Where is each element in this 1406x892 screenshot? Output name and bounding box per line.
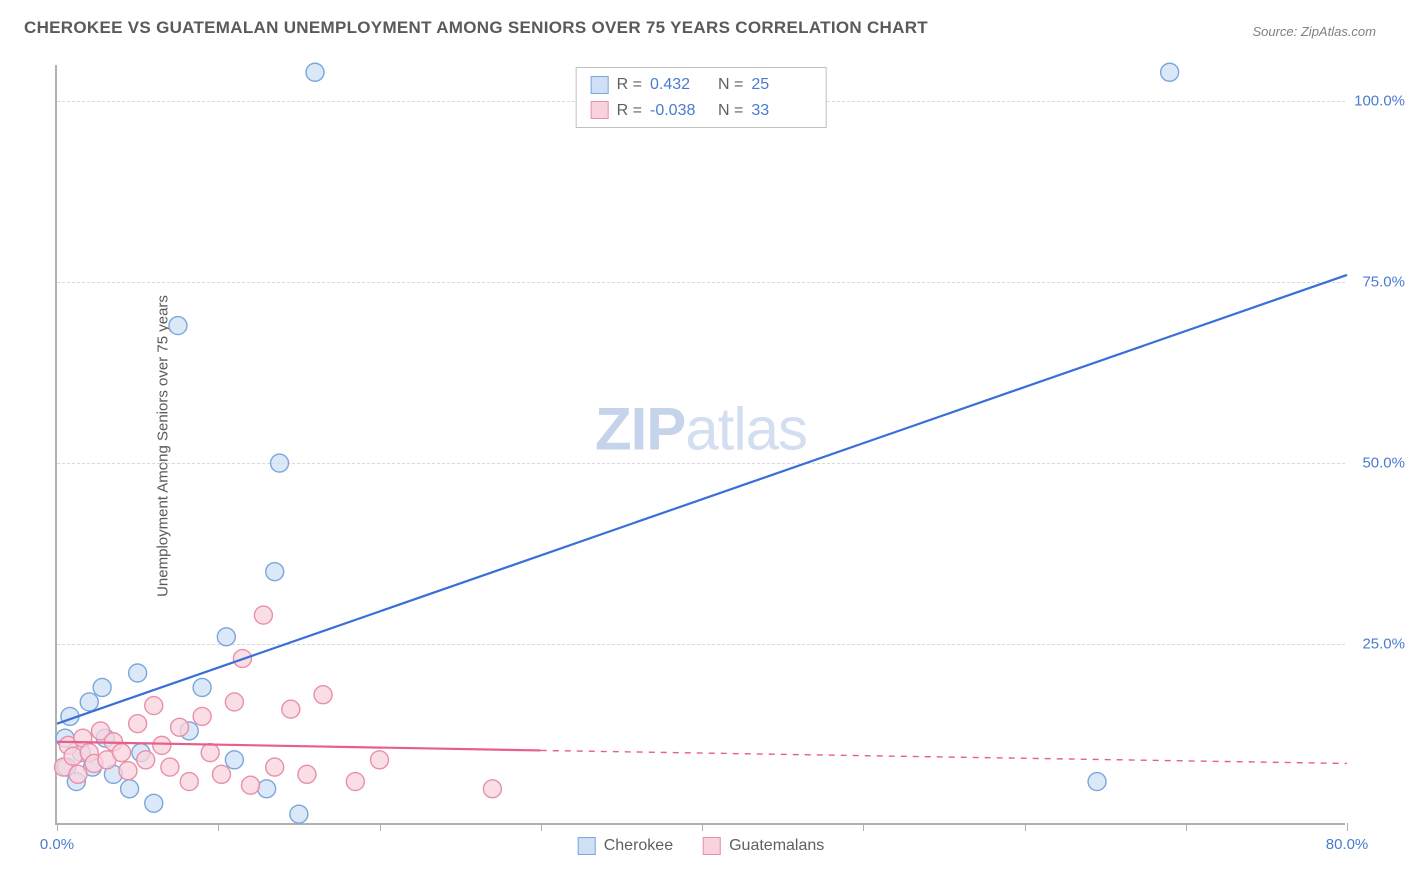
ytick-label: 75.0% <box>1362 274 1405 291</box>
stats-legend-box: R = 0.432 N = 25 R = -0.038 N = 33 <box>576 67 827 128</box>
scatter-point <box>483 780 501 798</box>
scatter-point <box>242 776 260 794</box>
r-label: R = <box>617 98 642 124</box>
scatter-point <box>113 744 131 762</box>
scatter-point <box>121 780 139 798</box>
source-credit: Source: ZipAtlas.com <box>1252 24 1376 39</box>
scatter-point <box>282 700 300 718</box>
xtick <box>1025 823 1026 831</box>
scatter-point <box>145 697 163 715</box>
r-value-guatemalans: -0.038 <box>650 98 710 124</box>
ytick-label: 50.0% <box>1362 455 1405 472</box>
n-value-guatemalans: 33 <box>751 98 811 124</box>
swatch-cherokee <box>578 837 596 855</box>
scatter-point <box>290 805 308 823</box>
scatter-point <box>225 751 243 769</box>
scatter-point <box>119 762 137 780</box>
plot-area: ZIPatlas 25.0%50.0%75.0%100.0% 0.0%80.0%… <box>55 65 1345 825</box>
scatter-point <box>314 686 332 704</box>
source-link[interactable]: ZipAtlas.com <box>1301 24 1376 39</box>
ytick-label: 25.0% <box>1362 636 1405 653</box>
scatter-point <box>137 751 155 769</box>
scatter-point <box>266 758 284 776</box>
legend-label-guatemalans: Guatemalans <box>729 837 824 855</box>
xtick <box>57 823 58 831</box>
scatter-point <box>212 765 230 783</box>
xtick <box>1347 823 1348 831</box>
ytick-label: 100.0% <box>1354 93 1405 110</box>
swatch-guatemalans <box>703 837 721 855</box>
chart-svg <box>57 65 1345 823</box>
scatter-point <box>254 606 272 624</box>
scatter-point <box>1088 773 1106 791</box>
legend-item-cherokee: Cherokee <box>578 837 673 855</box>
stats-row-guatemalans: R = -0.038 N = 33 <box>591 98 812 124</box>
xtick <box>702 823 703 831</box>
scatter-point <box>161 758 179 776</box>
scatter-point <box>93 678 111 696</box>
xtick <box>1186 823 1187 831</box>
scatter-point <box>64 747 82 765</box>
scatter-point <box>69 765 87 783</box>
scatter-point <box>80 693 98 711</box>
legend-item-guatemalans: Guatemalans <box>703 837 824 855</box>
scatter-point <box>129 715 147 733</box>
chart-title: CHEROKEE VS GUATEMALAN UNEMPLOYMENT AMON… <box>24 18 928 38</box>
xtick <box>218 823 219 831</box>
swatch-cherokee <box>591 76 609 94</box>
scatter-point <box>129 664 147 682</box>
bottom-legend: Cherokee Guatemalans <box>578 837 825 855</box>
legend-label-cherokee: Cherokee <box>604 837 673 855</box>
scatter-point <box>169 317 187 335</box>
swatch-guatemalans <box>591 101 609 119</box>
trend-line <box>57 275 1347 724</box>
r-label: R = <box>617 72 642 98</box>
n-value-cherokee: 25 <box>751 72 811 98</box>
stats-row-cherokee: R = 0.432 N = 25 <box>591 72 812 98</box>
scatter-point <box>180 773 198 791</box>
n-label: N = <box>718 98 743 124</box>
scatter-point <box>346 773 364 791</box>
scatter-point <box>258 780 276 798</box>
scatter-point <box>371 751 389 769</box>
scatter-point <box>193 678 211 696</box>
xtick <box>541 823 542 831</box>
xtick-label: 80.0% <box>1326 836 1369 853</box>
scatter-point <box>306 63 324 81</box>
r-value-cherokee: 0.432 <box>650 72 710 98</box>
xtick-label: 0.0% <box>40 836 74 853</box>
n-label: N = <box>718 72 743 98</box>
scatter-point <box>217 628 235 646</box>
scatter-point <box>298 765 316 783</box>
scatter-point <box>171 718 189 736</box>
source-prefix: Source: <box>1252 24 1300 39</box>
scatter-point <box>266 563 284 581</box>
scatter-point <box>201 744 219 762</box>
scatter-point <box>271 454 289 472</box>
xtick <box>863 823 864 831</box>
scatter-point <box>153 736 171 754</box>
scatter-point <box>225 693 243 711</box>
xtick <box>380 823 381 831</box>
trend-line-extrapolated <box>541 750 1347 763</box>
scatter-point <box>1161 63 1179 81</box>
scatter-point <box>145 794 163 812</box>
scatter-point <box>193 707 211 725</box>
